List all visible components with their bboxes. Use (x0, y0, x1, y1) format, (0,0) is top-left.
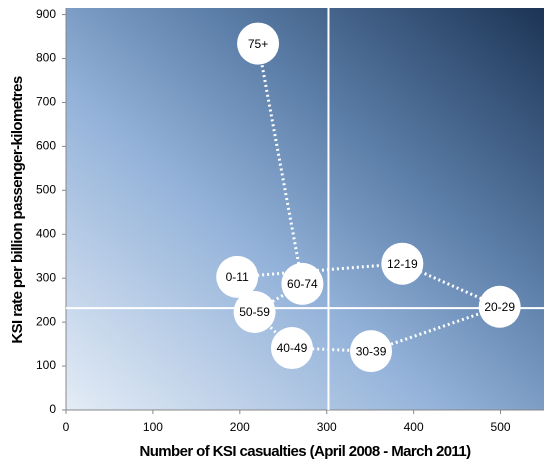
bubble (237, 22, 280, 65)
point-label: 30-39 (356, 344, 387, 358)
x-tick-label: 100 (143, 420, 163, 434)
point-label: 60-74 (287, 277, 318, 291)
bubble (350, 330, 393, 373)
y-tick-label: 100 (36, 358, 56, 372)
point-label: 12-19 (387, 257, 418, 271)
x-axis-label: Number of KSI casualties (April 2008 - M… (140, 443, 472, 460)
y-tick-label: 900 (36, 7, 56, 21)
bubble (233, 291, 276, 334)
x-tick-label: 300 (317, 420, 337, 434)
y-tick-label: 200 (36, 314, 56, 328)
point-label: 20-29 (484, 300, 515, 314)
bubble (478, 285, 521, 328)
point-label: 0-11 (226, 270, 249, 284)
y-tick-label: 800 (36, 51, 56, 65)
bubble (281, 262, 324, 305)
y-tick-label: 0 (49, 402, 56, 416)
x-tick-label: 200 (230, 420, 250, 434)
y-tick-label: 500 (36, 182, 56, 196)
point-label: 50-59 (239, 305, 270, 319)
x-tick-label: 500 (491, 420, 511, 434)
y-tick-label: 600 (36, 139, 56, 153)
x-tick-label: 0 (63, 420, 70, 434)
point-label: 75+ (248, 37, 268, 51)
y-tick-label: 700 (36, 95, 56, 109)
bubble (270, 327, 313, 370)
y-tick-label: 400 (36, 226, 56, 240)
x-tick-label: 400 (404, 420, 424, 434)
y-axis-label: KSI rate per billion passenger-kilometre… (9, 76, 26, 343)
bubble (381, 242, 424, 285)
y-tick-label: 300 (36, 270, 56, 284)
bubble (216, 255, 259, 298)
point-label: 40-49 (277, 341, 308, 355)
